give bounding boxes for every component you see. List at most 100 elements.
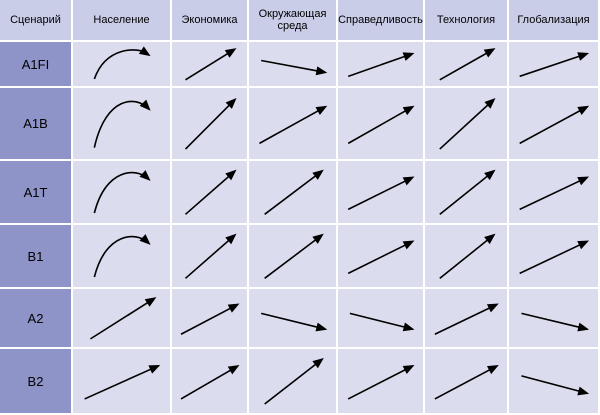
trend-arrow-icon [439, 169, 496, 215]
trend-cell [425, 42, 507, 86]
trend-line [347, 54, 410, 78]
row-header-b2: B2 [0, 349, 71, 413]
trend-cell [73, 88, 170, 159]
trend-arrow-icon [184, 169, 237, 215]
trend-line [261, 59, 322, 73]
arrowhead-icon [315, 105, 328, 116]
trend-line [434, 305, 494, 335]
trend-arrow-icon [264, 169, 324, 215]
trend-line [264, 361, 320, 405]
trend-arrow-icon [347, 105, 415, 145]
trend-line [439, 236, 492, 279]
arrowhead-icon [312, 233, 324, 244]
trend-arrow-icon [185, 48, 237, 81]
trend-line [347, 108, 410, 145]
trend-arrow-icon [93, 99, 151, 148]
trend-arrow-icon [261, 59, 328, 76]
trend-line [519, 178, 585, 211]
arrowhead-icon [315, 322, 328, 332]
trend-cell [509, 349, 598, 413]
trend-cell [425, 289, 507, 347]
arrowhead-icon [138, 46, 151, 57]
trend-cell [172, 88, 247, 159]
trend-arrow-icon [434, 303, 499, 335]
trend-line [434, 367, 494, 400]
column-header-globalization: Глобализация [509, 0, 598, 40]
trend-line [349, 312, 409, 329]
trend-cell [172, 161, 247, 223]
trend-curve [93, 235, 148, 278]
trend-line [347, 367, 410, 400]
column-header-technology: Технология [425, 0, 507, 40]
trend-cell [425, 161, 507, 223]
trend-cell [425, 225, 507, 287]
trend-arrow-icon [521, 312, 590, 332]
trend-arrow-icon [519, 240, 590, 275]
trend-cell [249, 349, 336, 413]
trend-cell [249, 42, 336, 86]
row-header-a2: A2 [0, 289, 71, 347]
trend-cell [509, 161, 598, 223]
arrowhead-icon [148, 365, 161, 374]
column-header-economy: Экономика [172, 0, 247, 40]
trend-cell [338, 161, 423, 223]
arrowhead-icon [312, 169, 324, 180]
arrowhead-icon [402, 240, 415, 250]
trend-arrow-icon [264, 233, 324, 279]
trend-cell [172, 42, 247, 86]
trend-arrow-icon [184, 97, 237, 150]
arrowhead-icon [224, 48, 237, 58]
arrowhead-icon [577, 52, 590, 61]
row-header-a1t: A1T [0, 161, 71, 223]
trend-line [180, 305, 235, 335]
trend-arrow-icon [184, 233, 237, 279]
trend-arrow-icon [519, 105, 590, 145]
arrowhead-icon [227, 303, 240, 313]
arrowhead-icon [577, 105, 590, 115]
arrowhead-icon [402, 176, 415, 186]
trend-arrow-icon [84, 365, 161, 400]
trend-line [184, 237, 233, 279]
trend-line [84, 366, 156, 400]
trend-cell [338, 349, 423, 413]
trend-line [521, 375, 584, 394]
trend-arrow-icon [180, 365, 240, 400]
row-header-a1fi: A1FI [0, 42, 71, 86]
trend-curve [93, 49, 148, 80]
trend-arrow-icon [93, 170, 151, 214]
trend-arrow-icon [347, 52, 415, 78]
trend-arrow-icon [347, 176, 415, 211]
trend-line [347, 178, 410, 211]
trend-curve [93, 100, 148, 148]
arrowhead-icon [227, 365, 240, 375]
trend-cell [73, 42, 170, 86]
arrowhead-icon [139, 170, 151, 181]
trend-cell [249, 88, 336, 159]
arrowhead-icon [315, 66, 328, 76]
arrowhead-icon [225, 233, 237, 245]
trend-line [185, 50, 232, 81]
trend-line [264, 172, 320, 215]
arrowhead-icon [483, 48, 496, 58]
arrowhead-icon [402, 322, 415, 332]
arrowhead-icon [577, 240, 590, 250]
trend-line [260, 312, 322, 329]
trend-line [180, 367, 235, 400]
arrowhead-icon [312, 357, 324, 369]
trend-arrow-icon [349, 312, 415, 332]
trend-cell [338, 225, 423, 287]
trend-arrow-icon [521, 375, 590, 396]
trend-arrow-icon [180, 303, 240, 335]
trend-cell [338, 42, 423, 86]
trend-line [264, 236, 320, 279]
trend-arrow-icon [347, 240, 415, 275]
trend-arrow-icon [90, 297, 157, 340]
trend-arrow-icon [264, 357, 324, 405]
trend-line [439, 50, 491, 81]
arrowhead-icon [484, 169, 496, 181]
trend-cell [73, 161, 170, 223]
column-header-population: Население [73, 0, 170, 40]
arrowhead-icon [225, 169, 237, 181]
arrowhead-icon [402, 365, 415, 375]
trend-cell [509, 42, 598, 86]
